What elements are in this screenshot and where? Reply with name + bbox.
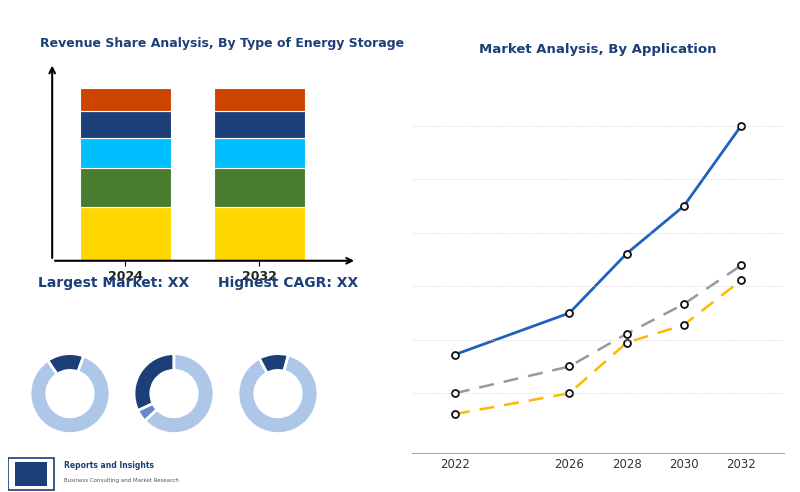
Bar [214,168,305,207]
Text: Reports and Insights: Reports and Insights [64,461,154,470]
Bar [80,88,171,111]
Bar [214,88,305,111]
Wedge shape [238,355,318,433]
Wedge shape [30,356,110,433]
Bar [80,207,171,261]
Text: GLOBAL STATIONARY BATTERY STORAGE MARKET SEGMENT ANALYSIS: GLOBAL STATIONARY BATTERY STORAGE MARKET… [14,21,592,36]
Text: Revenue Share Analysis, By Type of Energy Storage: Revenue Share Analysis, By Type of Energ… [40,37,404,50]
Title: Market Analysis, By Application: Market Analysis, By Application [479,42,717,56]
Wedge shape [134,354,174,411]
Text: Business Consulting and Market Research: Business Consulting and Market Research [64,478,179,483]
Wedge shape [48,354,84,374]
Bar [214,207,305,261]
Bar [80,138,171,168]
Bar [80,168,171,207]
Bar [214,138,305,168]
Bar [80,111,171,138]
Bar [214,111,305,138]
Text: Highest CAGR: XX: Highest CAGR: XX [218,276,358,290]
Wedge shape [145,354,214,433]
Wedge shape [138,403,157,421]
FancyBboxPatch shape [15,462,46,487]
Text: Largest Market: XX: Largest Market: XX [38,276,190,290]
Wedge shape [259,354,288,373]
